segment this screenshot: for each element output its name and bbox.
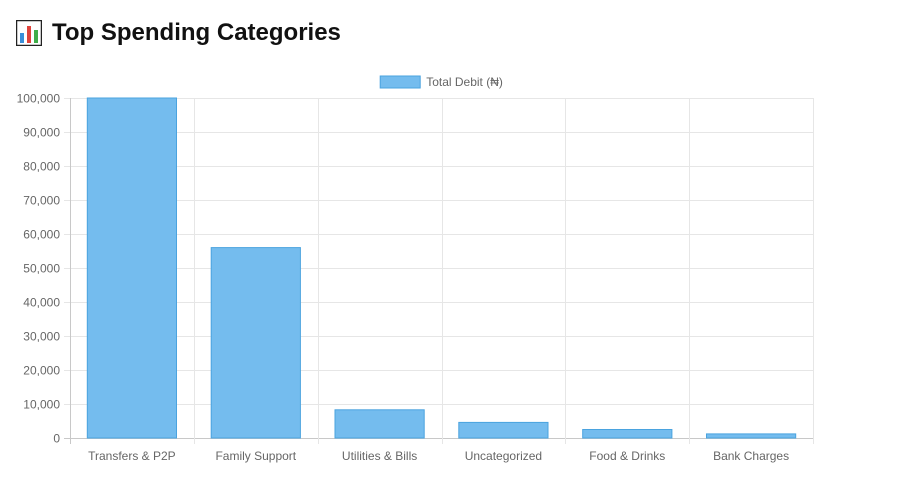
y-tick-label: 80,000 bbox=[23, 160, 60, 174]
y-tick-label: 30,000 bbox=[23, 330, 60, 344]
x-tick-label: Family Support bbox=[215, 449, 296, 463]
y-tick-label: 40,000 bbox=[23, 296, 60, 310]
bar[interactable] bbox=[706, 433, 797, 439]
grid-lines bbox=[64, 98, 814, 444]
bar[interactable] bbox=[334, 409, 425, 439]
bars bbox=[86, 97, 797, 439]
legend-swatch[interactable] bbox=[379, 75, 421, 89]
x-tick-label: Transfers & P2P bbox=[88, 449, 176, 463]
x-tick-label: Bank Charges bbox=[713, 449, 789, 463]
bar[interactable] bbox=[86, 97, 177, 439]
y-tick-label: 50,000 bbox=[23, 262, 60, 276]
x-tick-label: Utilities & Bills bbox=[342, 449, 417, 463]
y-tick-label: 0 bbox=[53, 432, 60, 446]
title-row: Top Spending Categories bbox=[16, 16, 341, 50]
bar[interactable] bbox=[210, 247, 301, 439]
x-tick-label: Food & Drinks bbox=[589, 449, 665, 463]
bar[interactable] bbox=[582, 429, 673, 439]
legend-label[interactable]: Total Debit (₦) bbox=[426, 75, 503, 89]
y-tick-label: 70,000 bbox=[23, 194, 60, 208]
legend[interactable]: Total Debit (₦) bbox=[379, 75, 503, 89]
y-tick-label: 100,000 bbox=[17, 92, 61, 106]
y-tick-label: 10,000 bbox=[23, 398, 60, 412]
y-tick-label: 60,000 bbox=[23, 228, 60, 242]
x-tick-label: Uncategorized bbox=[465, 449, 542, 463]
bar[interactable] bbox=[458, 421, 549, 439]
y-tick-label: 90,000 bbox=[23, 126, 60, 140]
bar-chart-icon bbox=[16, 20, 42, 46]
axes: 0 10,000 20,000 30,000 40,000 50,000 60,000 70,… bbox=[17, 92, 790, 464]
page-title: Top Spending Categories bbox=[52, 19, 341, 46]
y-tick-label: 20,000 bbox=[23, 364, 60, 378]
